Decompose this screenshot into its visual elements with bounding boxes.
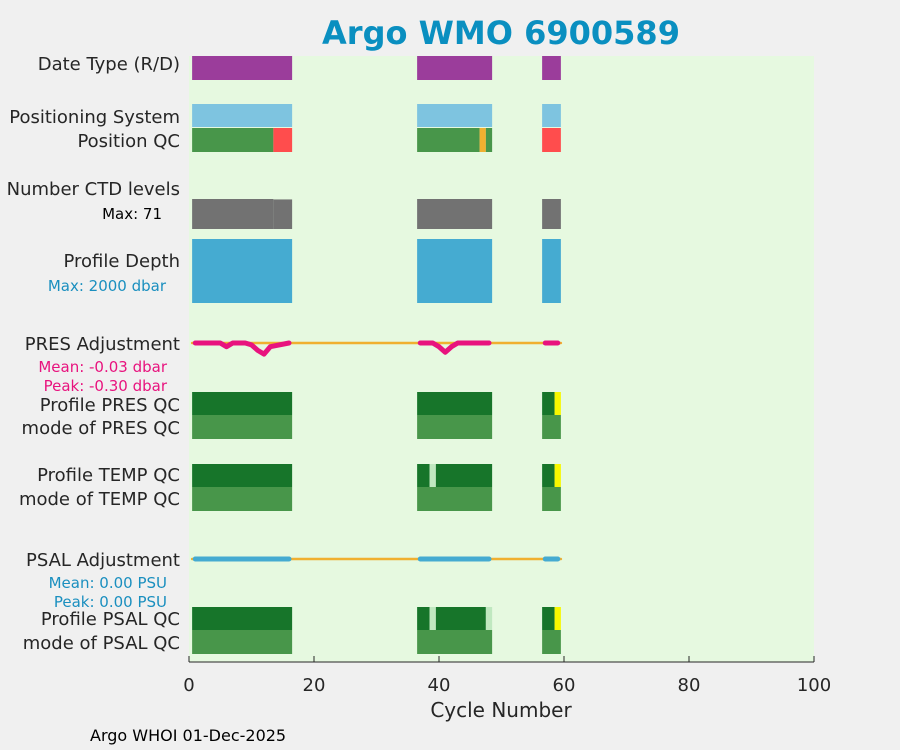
ctd-levels-bar (192, 199, 274, 229)
psal-peak-annotation: Peak: 0.00 PSU (54, 593, 167, 611)
row-label-profile-depth: Profile Depth (63, 251, 180, 272)
row-label-mode-psal-qc: mode of PSAL QC (23, 633, 180, 654)
mode-pres-qc-bar (192, 415, 293, 439)
row-label-date-type: Date Type (R/D) (38, 54, 180, 75)
mode-psal-qc-bar (417, 630, 493, 654)
profile-pres-qc-bar (417, 392, 493, 415)
date-type-bar (542, 56, 561, 80)
profile-psal-qc-bar (192, 607, 293, 630)
row-label-profile-temp-qc: Profile TEMP QC (37, 465, 180, 486)
pres-adjustment-line (192, 340, 292, 357)
row-labels: Date Type (R/D) Positioning System Posit… (7, 54, 180, 654)
positioning-system-bar (542, 104, 561, 127)
mode-psal-qc-bar (542, 630, 561, 654)
x-axis-ticks: 0 20 40 60 80 100 (183, 656, 831, 696)
ctd-levels-bar (542, 199, 561, 229)
profile-temp-qc-bar (192, 464, 293, 487)
ctd-levels-bar (417, 199, 493, 229)
x-tick-label: 20 (303, 675, 326, 696)
row-label-mode-pres-qc: mode of PRES QC (22, 418, 180, 439)
x-tick-label: 60 (553, 675, 576, 696)
date-type-bar (417, 56, 493, 80)
position-qc-bar (192, 128, 274, 152)
row-label-position-qc: Position QC (77, 131, 180, 152)
ctd-levels-bar (273, 199, 293, 229)
depth-max-annotation: Max: 2000 dbar (48, 277, 167, 295)
row-label-psal-adjustment: PSAL Adjustment (26, 550, 180, 571)
profile-temp-qc-bar (542, 464, 555, 487)
row-label-positioning-system: Positioning System (9, 107, 180, 128)
profile-psal-qc-bar (485, 607, 493, 630)
positioning-system-bar (417, 104, 493, 127)
row-label-pres-adjustment: PRES Adjustment (25, 334, 180, 355)
profile-temp-qc-bar (435, 464, 493, 487)
position-qc-bar (479, 128, 486, 152)
profile-pres-qc-bar (554, 392, 561, 415)
x-tick-label: 80 (678, 675, 701, 696)
psal-mean-annotation: Mean: 0.00 PSU (49, 574, 167, 592)
profile-depth-bar (542, 239, 561, 303)
x-tick-label: 40 (428, 675, 451, 696)
ctd-max-annotation: Max: 71 (102, 205, 162, 223)
profile-psal-qc-bar (429, 607, 436, 630)
plot-area (189, 56, 814, 662)
profile-temp-qc-bar (429, 464, 436, 487)
mode-temp-qc-bar (417, 487, 493, 511)
pres-mean-annotation: Mean: -0.03 dbar (38, 358, 168, 376)
profile-psal-qc-bar (435, 607, 486, 630)
row-annotations: Max: 71 Max: 2000 dbar Mean: -0.03 dbar … (38, 205, 168, 611)
mode-pres-qc-bar (417, 415, 493, 439)
pres-peak-annotation: Peak: -0.30 dbar (44, 377, 168, 395)
mode-temp-qc-bar (542, 487, 561, 511)
profile-depth-bar (192, 239, 293, 303)
position-qc-bar (273, 128, 293, 152)
profile-pres-qc-bar (192, 392, 293, 415)
chart-title: Argo WMO 6900589 (322, 14, 680, 52)
position-qc-bar (542, 128, 561, 152)
x-tick-label: 100 (797, 675, 831, 696)
profile-pres-qc-bar (542, 392, 555, 415)
mode-temp-qc-bar (192, 487, 293, 511)
chart-marks (190, 56, 563, 654)
mode-pres-qc-bar (542, 415, 561, 439)
position-qc-bar (417, 128, 480, 152)
profile-psal-qc-bar (542, 607, 555, 630)
row-label-profile-psal-qc: Profile PSAL QC (41, 609, 180, 630)
x-axis-label: Cycle Number (430, 698, 572, 722)
profile-temp-qc-bar (417, 464, 430, 487)
mode-psal-qc-bar (192, 630, 293, 654)
profile-depth-bar (417, 239, 493, 303)
row-label-profile-pres-qc: Profile PRES QC (40, 395, 180, 416)
footer-credit: Argo WHOI 01-Dec-2025 (90, 726, 286, 745)
x-tick-label: 0 (183, 675, 194, 696)
profile-temp-qc-bar (554, 464, 561, 487)
row-label-mode-temp-qc: mode of TEMP QC (19, 489, 180, 510)
positioning-system-bar (192, 104, 293, 127)
profile-psal-qc-bar (417, 607, 430, 630)
row-label-ctd-levels: Number CTD levels (7, 179, 180, 200)
date-type-bar (192, 56, 293, 80)
profile-psal-qc-bar (554, 607, 561, 630)
position-qc-bar (485, 128, 493, 152)
pres-adjustment-line (417, 340, 492, 355)
